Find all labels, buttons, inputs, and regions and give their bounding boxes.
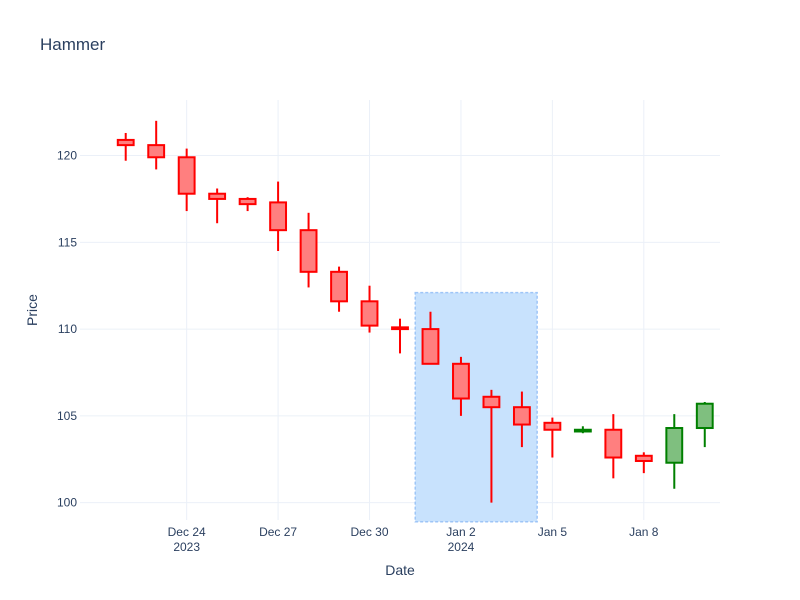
candle-body	[665, 427, 684, 464]
candle-body	[360, 300, 379, 327]
candle-body	[573, 428, 592, 433]
candles	[116, 120, 714, 503]
x-tick-label: Jan 2	[446, 525, 476, 539]
candle-body	[147, 144, 166, 159]
y-axis-label: Price	[24, 294, 40, 326]
x-tick-label: Jan 8	[629, 525, 659, 539]
candle-body	[543, 421, 562, 431]
candle	[299, 212, 318, 288]
candle	[147, 120, 166, 170]
candle-body	[238, 197, 257, 206]
candle	[482, 389, 501, 503]
candle-body	[330, 270, 348, 303]
x-tick-label: Jan 5	[538, 525, 568, 539]
candle	[116, 132, 135, 161]
candle	[208, 188, 227, 224]
candle	[634, 452, 653, 474]
x-tick-label: Dec 27	[259, 525, 297, 539]
candle-body	[421, 328, 440, 365]
x-axis-label: Date	[385, 562, 415, 578]
candle-body	[116, 138, 135, 147]
candle-body	[391, 326, 409, 331]
candle-body	[177, 156, 196, 195]
candle-body	[482, 395, 501, 409]
candle-body	[512, 406, 531, 426]
candle	[543, 417, 562, 458]
candle	[391, 318, 409, 354]
y-tick-label: 105	[57, 409, 77, 423]
candle-body	[299, 229, 318, 273]
candle	[177, 148, 196, 212]
y-tick-label: 115	[58, 235, 77, 249]
candle	[269, 181, 288, 251]
candle-body	[208, 192, 227, 200]
y-tick-label: 100	[57, 496, 77, 510]
x-tick-label: Dec 24	[168, 525, 206, 539]
candle-body	[452, 362, 470, 400]
candle-body	[634, 454, 653, 462]
candle	[573, 426, 592, 434]
candle	[695, 401, 714, 448]
candle	[330, 266, 348, 312]
candle	[665, 414, 684, 489]
candle	[238, 197, 257, 212]
candle	[512, 391, 531, 448]
candle	[452, 356, 470, 416]
candle-body	[695, 402, 714, 430]
x-tick-label: Dec 30	[351, 525, 389, 539]
candle-body	[604, 428, 623, 459]
candle	[604, 414, 623, 479]
candle	[360, 285, 379, 333]
y-axis-ticks: 100 105 110 115 120	[57, 149, 77, 510]
candle-body	[269, 201, 288, 232]
chart-title: Hammer	[40, 35, 106, 54]
y-tick-label: 110	[58, 322, 77, 336]
x-tick-year-label: 2023	[173, 540, 200, 554]
candle	[421, 311, 440, 365]
y-tick-label: 120	[57, 149, 77, 163]
x-tick-year-label: 2024	[448, 540, 475, 554]
